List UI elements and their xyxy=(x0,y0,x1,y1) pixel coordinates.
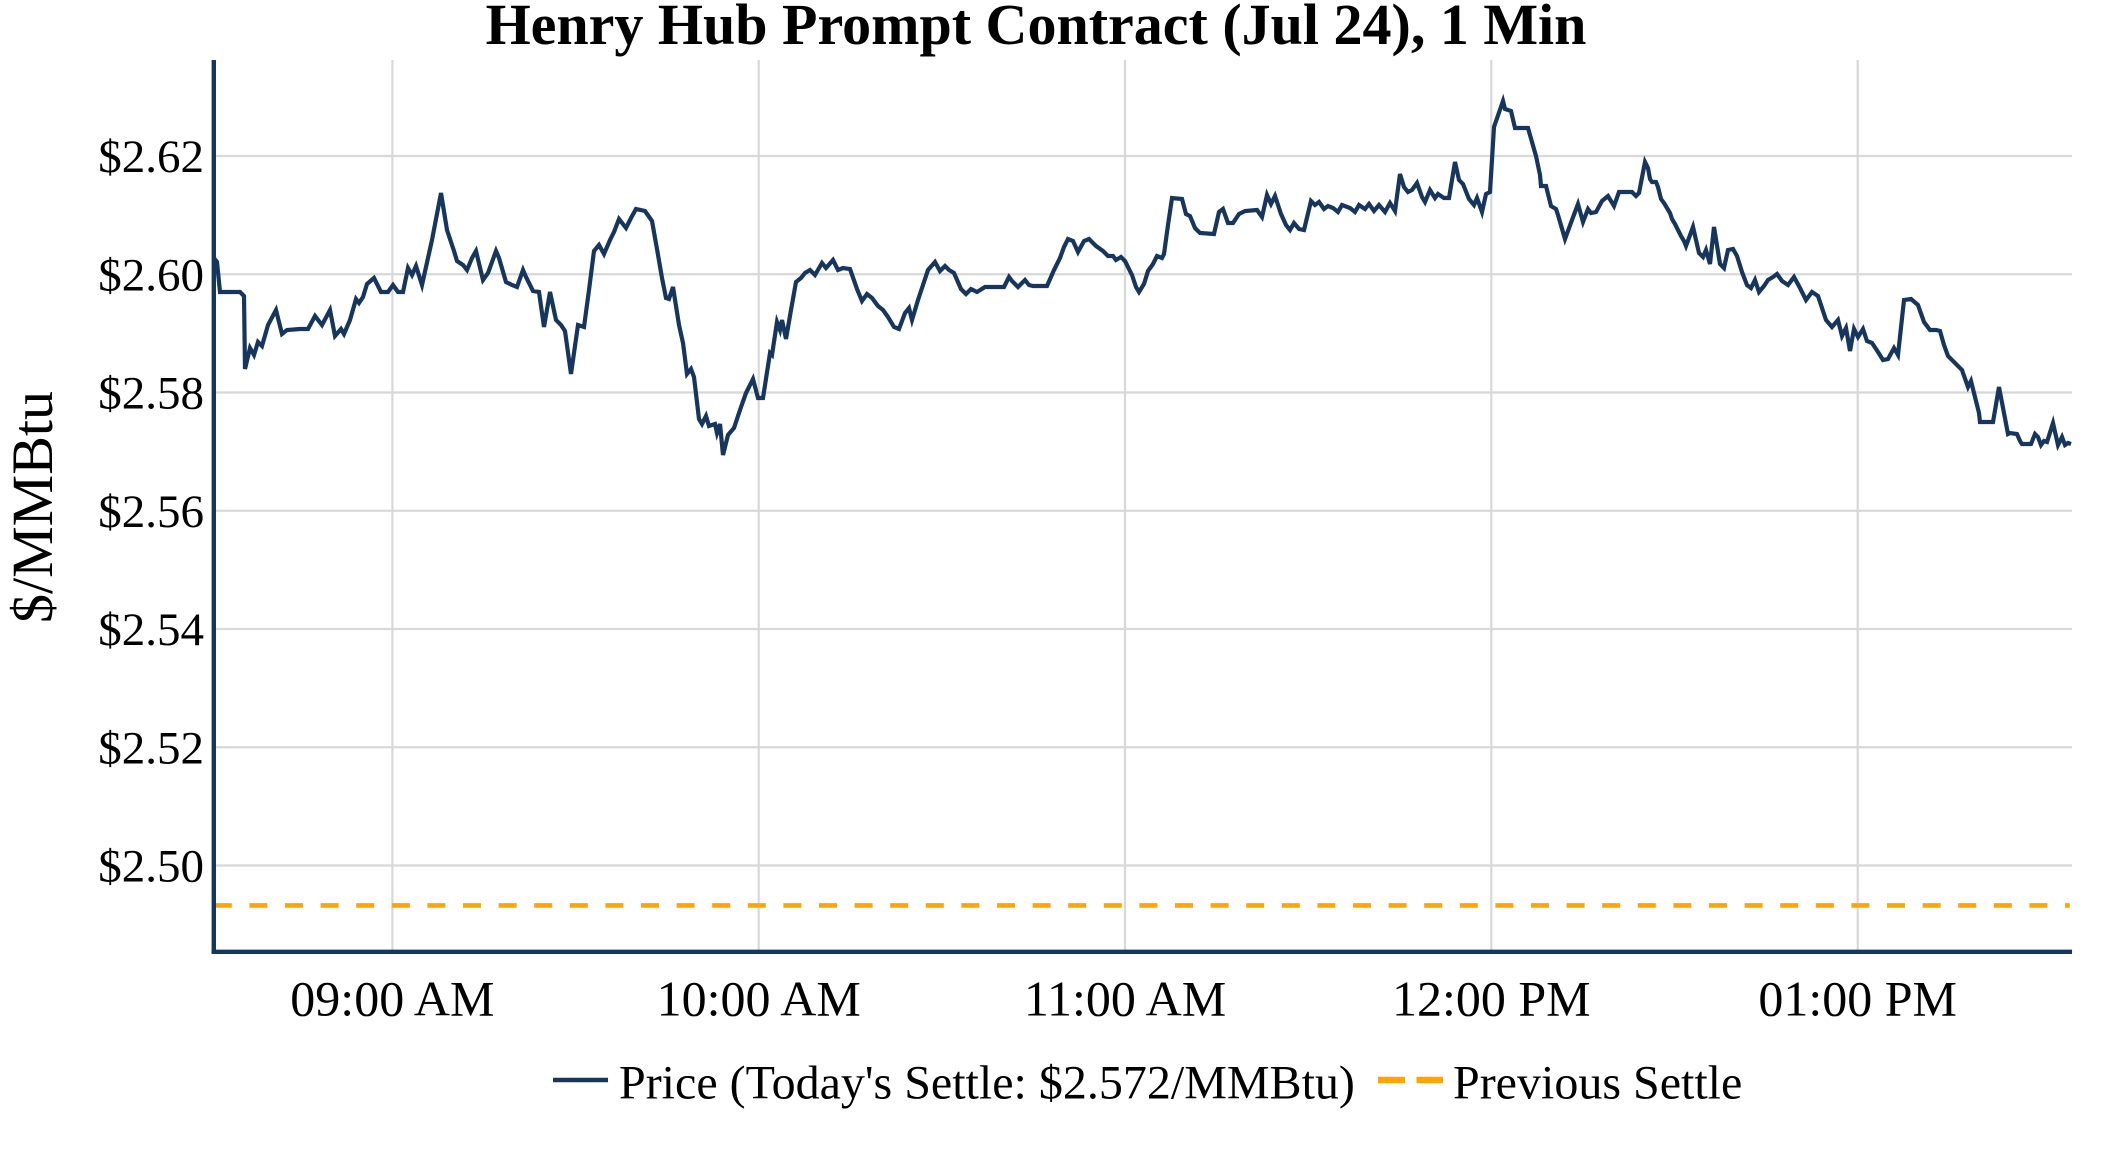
svg-text:$2.58: $2.58 xyxy=(98,368,204,420)
svg-text:Price (Today's Settle: $2.572/: Price (Today's Settle: $2.572/MMBtu) xyxy=(619,1057,1355,1110)
svg-text:$2.52: $2.52 xyxy=(98,722,204,774)
svg-text:$2.62: $2.62 xyxy=(98,131,204,183)
svg-text:Previous Settle: Previous Settle xyxy=(1453,1057,1742,1110)
svg-text:$2.50: $2.50 xyxy=(98,841,204,893)
svg-text:$2.56: $2.56 xyxy=(98,486,204,538)
svg-text:$2.60: $2.60 xyxy=(98,249,204,301)
svg-text:01:00 PM: 01:00 PM xyxy=(1758,970,1957,1026)
svg-text:09:00 AM: 09:00 AM xyxy=(290,970,494,1026)
svg-text:10:00 AM: 10:00 AM xyxy=(657,970,861,1026)
svg-text:Henry Hub Prompt Contract (Jul: Henry Hub Prompt Contract (Jul 24), 1 Mi… xyxy=(486,0,1587,57)
svg-text:$2.54: $2.54 xyxy=(98,604,204,656)
svg-text:12:00 PM: 12:00 PM xyxy=(1392,970,1591,1026)
svg-text:$/MMBtu: $/MMBtu xyxy=(0,391,65,623)
svg-text:11:00 AM: 11:00 AM xyxy=(1024,970,1226,1026)
